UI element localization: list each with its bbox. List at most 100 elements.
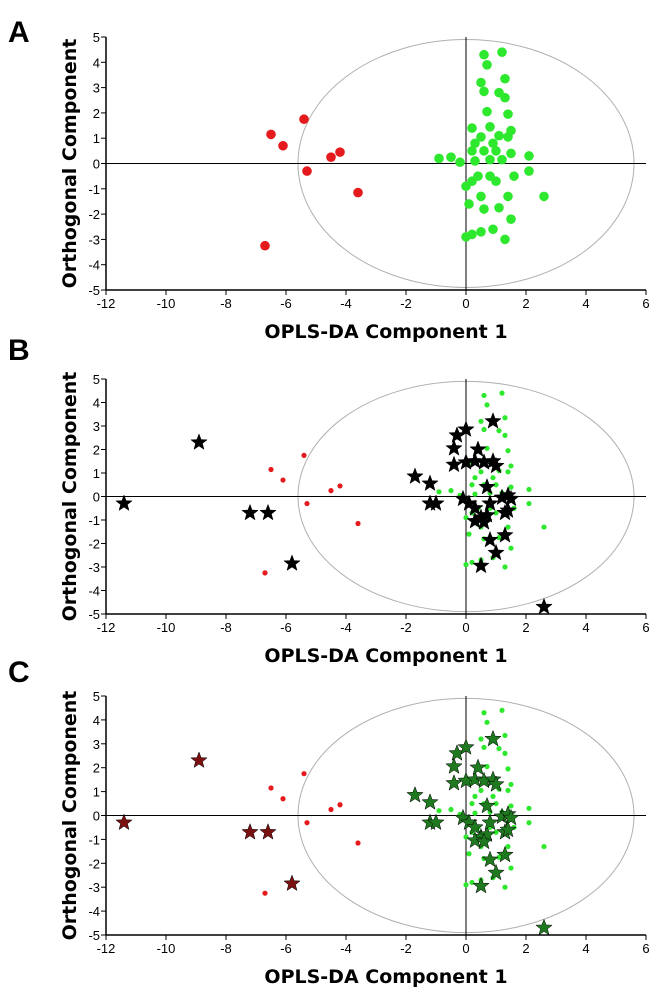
series-2 — [115, 412, 553, 615]
x-tick-label: -12 — [97, 941, 116, 956]
circle-point — [496, 745, 502, 752]
circle-point — [493, 800, 499, 807]
circle-point — [484, 763, 490, 770]
circle-point — [478, 787, 484, 794]
star-point — [478, 825, 496, 843]
y-tick-label: -5 — [88, 928, 100, 943]
y-axis-title: Orthogonal Component — [59, 691, 81, 941]
circle-point — [496, 854, 502, 860]
y-tick-label: 2 — [93, 443, 100, 458]
y-tick-label: 2 — [93, 761, 100, 776]
circle-point — [467, 123, 477, 133]
star-point — [487, 863, 505, 881]
circle-point — [469, 482, 475, 488]
circle-point — [280, 477, 286, 483]
circle-point — [337, 802, 343, 808]
circle-point — [484, 719, 490, 725]
circle-point — [505, 448, 511, 454]
circle-point — [262, 570, 268, 576]
x-tick-label: -12 — [97, 620, 116, 635]
x-tick-label: 6 — [642, 620, 649, 635]
star-point — [472, 556, 490, 574]
star-point — [259, 823, 277, 840]
y-tick-label: -1 — [88, 513, 100, 528]
star-point — [478, 796, 496, 814]
circle-point — [355, 520, 361, 527]
y-tick-label: 4 — [93, 55, 100, 70]
y-tick-label: 5 — [93, 30, 100, 45]
circle-point — [506, 148, 516, 159]
circle-point — [455, 157, 465, 168]
y-tick-label: -4 — [88, 584, 100, 599]
circle-point — [508, 484, 514, 490]
y-axis-title: Orthogonal Component — [59, 39, 81, 289]
x-tick-label: -6 — [280, 296, 292, 311]
y-tick-label: -3 — [88, 232, 100, 247]
circle-point — [502, 750, 508, 756]
x-tick-label: 2 — [522, 620, 529, 635]
x-tick-label: 0 — [462, 296, 469, 311]
y-tick-label: -3 — [88, 880, 100, 895]
star-point — [481, 530, 499, 548]
star-point — [406, 785, 424, 803]
circle-point — [436, 808, 442, 814]
x-tick-label: -8 — [220, 941, 232, 956]
circle-point — [260, 240, 270, 251]
circle-point — [503, 191, 513, 202]
circle-point — [493, 510, 499, 516]
y-tick-label: 0 — [93, 490, 100, 505]
x-tick-label: -2 — [400, 941, 412, 956]
circle-point — [539, 191, 549, 202]
x-tick-label: -12 — [97, 296, 116, 311]
circle-point — [490, 475, 496, 481]
star-point — [421, 474, 439, 492]
circle-point — [490, 793, 496, 799]
star-point — [475, 513, 493, 530]
circle-point — [479, 49, 489, 60]
circle-point — [493, 482, 499, 488]
circle-point — [268, 785, 274, 791]
circle-point — [466, 851, 472, 857]
series-3 — [406, 729, 553, 936]
star-point — [499, 820, 517, 838]
star-point — [445, 439, 463, 456]
circle-point — [476, 132, 486, 142]
circle-point — [500, 73, 510, 84]
circle-point — [502, 884, 508, 890]
y-tick-label: -1 — [88, 182, 100, 197]
circle-point — [488, 224, 498, 235]
circle-point — [328, 488, 334, 494]
y-tick-label: -5 — [88, 283, 100, 298]
circle-point — [526, 820, 532, 826]
chart-panel-c: C -12 -10 -8 -6 -4 -2 0 2 4 6 5 4 3 2 1 0 -1 -2 -3 -4 -5 OPLS-… — [8, 656, 650, 988]
x-tick-label: 0 — [462, 941, 469, 956]
circle-point — [497, 154, 507, 165]
series-2 — [115, 751, 301, 892]
star-point — [427, 494, 445, 512]
chart-panel-a: A -12 -10 -8 -6 -4 -2 0 2 4 6 5 4 3 2 1 0 -1 -2 -3 -4 -5 OPLS-… — [8, 16, 650, 343]
circle-point — [328, 806, 334, 813]
y-tick-label: 5 — [93, 689, 100, 704]
star-point — [496, 845, 514, 863]
star-point — [190, 433, 208, 450]
x-tick-label: -8 — [220, 296, 232, 311]
y-tick-label: 4 — [93, 396, 100, 411]
star-point — [241, 823, 259, 840]
y-tick-label: -4 — [88, 904, 100, 919]
panel-letter: B — [8, 334, 30, 367]
y-tick-label: 1 — [93, 466, 100, 481]
circle-point — [508, 545, 514, 551]
circle-point — [436, 489, 442, 495]
panel-letter: C — [8, 656, 30, 689]
x-tick-label: -10 — [157, 296, 176, 311]
star-point — [190, 751, 208, 768]
circle-point — [491, 146, 501, 156]
star-point — [406, 467, 424, 484]
circle-point — [464, 199, 474, 209]
star-point — [472, 876, 490, 894]
x-tick-label: -6 — [280, 620, 292, 635]
y-axis-title: Orthogonal Component — [59, 372, 81, 622]
x-tick-label: -4 — [340, 620, 352, 635]
circle-point — [502, 564, 508, 570]
circle-point — [463, 562, 469, 568]
